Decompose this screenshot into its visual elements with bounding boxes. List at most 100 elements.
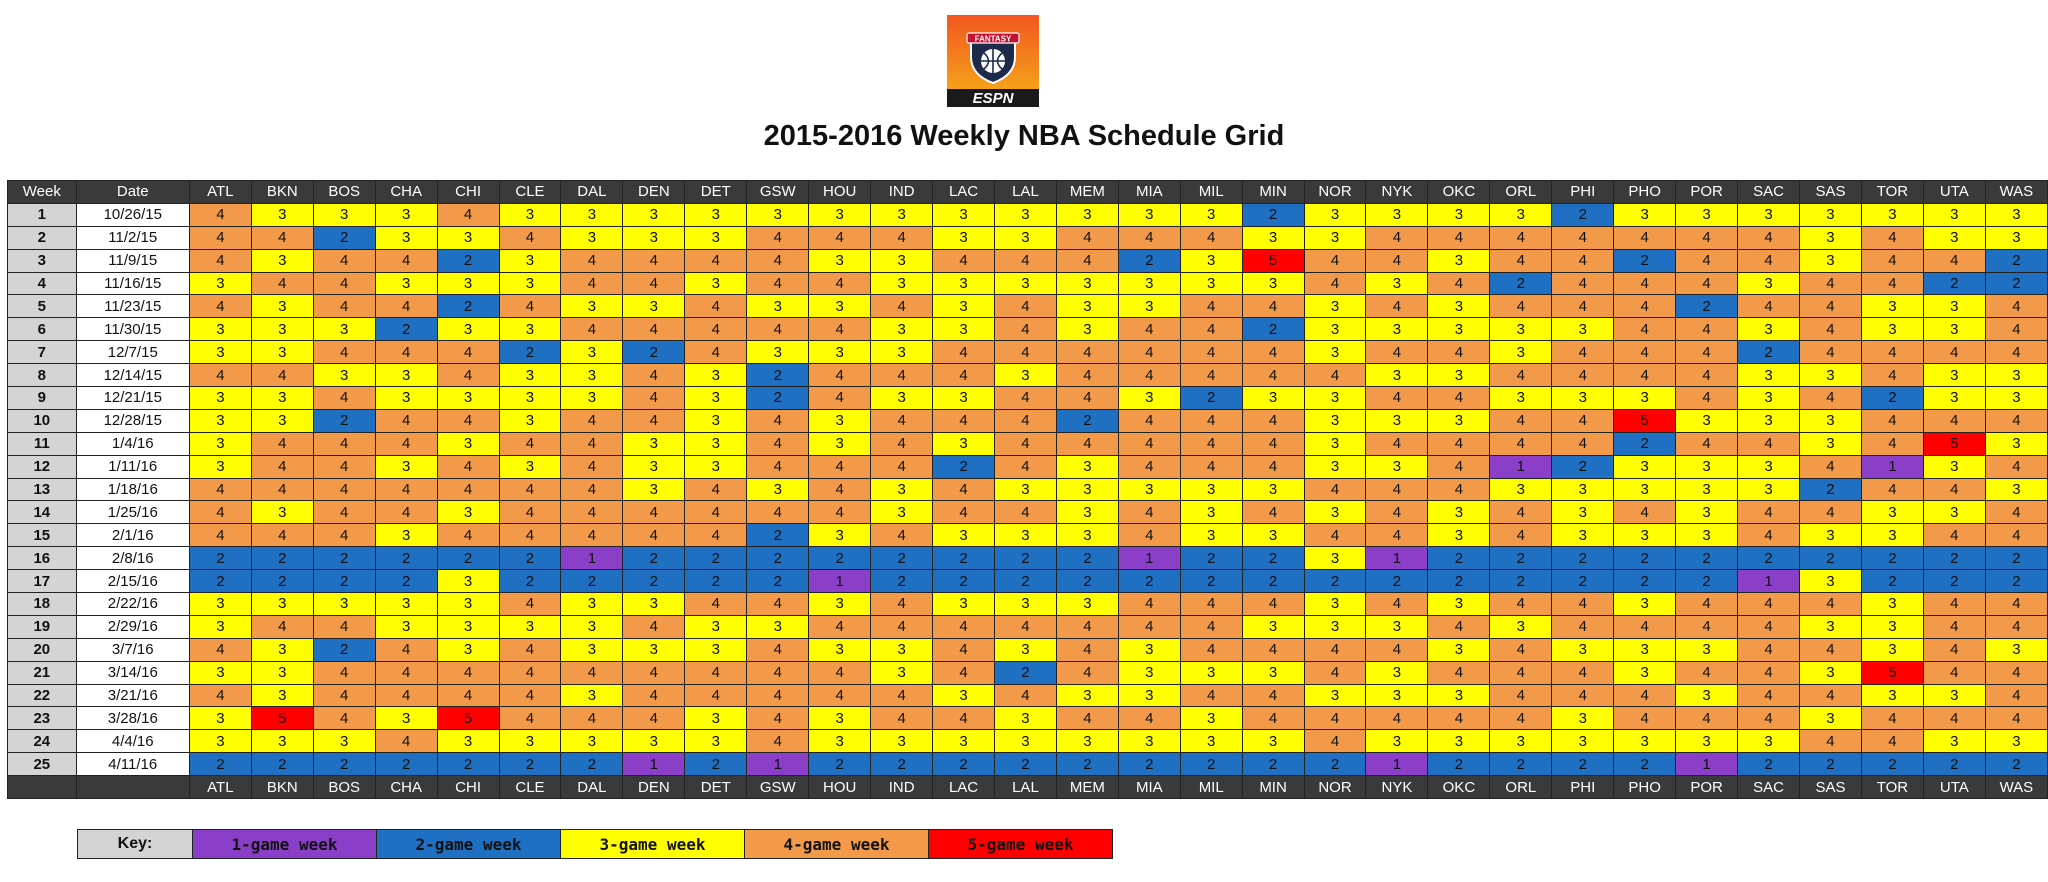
games-cell: 4 <box>1365 706 1429 731</box>
games-cell: 4 <box>1737 248 1801 273</box>
games-cell: 3 <box>1365 660 1429 685</box>
games-cell: 2 <box>312 637 376 662</box>
games-cell: 4 <box>560 454 624 479</box>
games-cell: 4 <box>1365 592 1429 616</box>
games-cell: 3 <box>808 523 872 548</box>
games-cell: 4 <box>1489 637 1553 662</box>
week-date: 2/22/16 <box>75 592 190 616</box>
games-cell: 3 <box>1613 477 1677 502</box>
games-cell: 3 <box>1241 477 1305 502</box>
games-cell: 2 <box>932 546 995 571</box>
games-cell: 4 <box>1365 340 1429 365</box>
games-cell: 3 <box>1613 523 1677 548</box>
games-cell: 4 <box>1303 706 1367 731</box>
games-cell: 3 <box>1799 363 1862 388</box>
games-cell: 2 <box>1737 752 1801 777</box>
team-column-header: CHI <box>436 180 500 204</box>
games-cell: 4 <box>1117 225 1181 250</box>
games-cell: 3 <box>1799 225 1862 250</box>
games-cell: 4 <box>188 500 252 525</box>
games-cell: 3 <box>1365 729 1429 754</box>
games-cell: 3 <box>436 569 500 594</box>
week-date: 10/26/15 <box>75 202 190 227</box>
games-cell: 4 <box>1117 317 1181 342</box>
games-cell: 4 <box>1241 637 1305 662</box>
week-number: 10 <box>7 408 77 433</box>
team-column-header: UTA <box>1922 180 1986 204</box>
games-cell: 2 <box>1613 752 1677 777</box>
games-cell: 2 <box>1984 752 2048 777</box>
team-column-footer: SAC <box>1737 775 1801 800</box>
team-column-footer: BKN <box>250 775 314 800</box>
team-column-footer: CLE <box>498 775 562 800</box>
games-cell: 3 <box>994 477 1057 502</box>
games-cell: 4 <box>1117 454 1181 479</box>
games-cell: 3 <box>932 431 995 456</box>
games-cell: 4 <box>1365 225 1429 250</box>
games-cell: 4 <box>1551 294 1615 319</box>
team-column-footer: NOR <box>1303 775 1367 800</box>
week-row: 4 11/16/15 3 4 4 3 3 3 4 4 3 4 4 3 3 3 3 3 3 3 4 3 4 2 4 4 4 3 4 4 2 2 <box>7 271 2048 296</box>
games-cell: 3 <box>436 225 500 250</box>
games-cell: 4 <box>1551 592 1615 616</box>
games-cell: 3 <box>188 614 252 639</box>
week-number: 15 <box>7 523 77 548</box>
games-cell: 4 <box>1984 706 2048 731</box>
games-cell: 4 <box>746 729 810 754</box>
games-cell: 4 <box>560 408 624 433</box>
games-cell: 4 <box>622 248 686 273</box>
games-cell: 4 <box>1860 431 1924 456</box>
games-cell: 3 <box>622 477 686 502</box>
team-column-footer: LAC <box>932 775 995 800</box>
games-cell: 4 <box>1241 683 1305 708</box>
games-cell: 3 <box>1737 729 1801 754</box>
games-cell: 2 <box>1117 752 1181 777</box>
games-cell: 4 <box>1860 477 1924 502</box>
games-cell: 2 <box>1860 386 1924 410</box>
games-cell: 2 <box>1984 248 2048 273</box>
games-cell: 3 <box>1427 683 1491 708</box>
games-cell: 3 <box>1303 683 1367 708</box>
games-cell: 3 <box>684 729 748 754</box>
header-row: Week Date ATL BKN BOS CHA CHI CLE DAL DEN DET GSW HO… <box>7 180 2048 204</box>
games-cell: 3 <box>622 637 686 662</box>
games-cell: 2 <box>1551 546 1615 571</box>
games-cell: 4 <box>870 683 934 708</box>
games-cell: 3 <box>1675 408 1739 433</box>
games-cell: 3 <box>684 225 748 250</box>
games-cell: 4 <box>994 340 1057 365</box>
games-cell: 4 <box>870 523 934 548</box>
games-cell: 4 <box>1489 408 1553 433</box>
games-cell: 3 <box>250 340 314 365</box>
games-cell: 2 <box>1055 408 1119 433</box>
games-cell: 1 <box>1675 752 1739 777</box>
games-cell: 4 <box>870 408 934 433</box>
games-cell: 3 <box>1799 706 1862 731</box>
fantasy-espn-logo: FANTASY ESPN <box>947 15 1039 107</box>
games-cell: 1 <box>622 752 686 777</box>
games-cell: 4 <box>994 614 1057 639</box>
games-cell: 4 <box>1551 614 1615 639</box>
games-cell: 4 <box>1117 408 1181 433</box>
games-cell: 4 <box>1551 363 1615 388</box>
games-cell: 4 <box>684 294 748 319</box>
games-cell: 3 <box>1179 477 1243 502</box>
games-cell: 4 <box>188 523 252 548</box>
games-cell: 2 <box>870 546 934 571</box>
games-cell: 4 <box>622 408 686 433</box>
week-date: 4/4/16 <box>75 729 190 754</box>
games-cell: 4 <box>1737 225 1801 250</box>
games-cell: 4 <box>1799 386 1862 410</box>
team-column-footer: WAS <box>1984 775 2048 800</box>
team-column-header: MIN <box>1241 180 1305 204</box>
games-cell: 2 <box>1551 752 1615 777</box>
games-cell: 2 <box>1737 340 1801 365</box>
games-cell: 4 <box>932 248 995 273</box>
games-cell: 3 <box>498 386 562 410</box>
games-cell: 4 <box>1860 248 1924 273</box>
games-cell: 4 <box>1799 271 1862 296</box>
games-cell: 4 <box>312 614 376 639</box>
games-cell: 3 <box>1613 386 1677 410</box>
games-cell: 3 <box>746 340 810 365</box>
games-cell: 4 <box>560 706 624 731</box>
